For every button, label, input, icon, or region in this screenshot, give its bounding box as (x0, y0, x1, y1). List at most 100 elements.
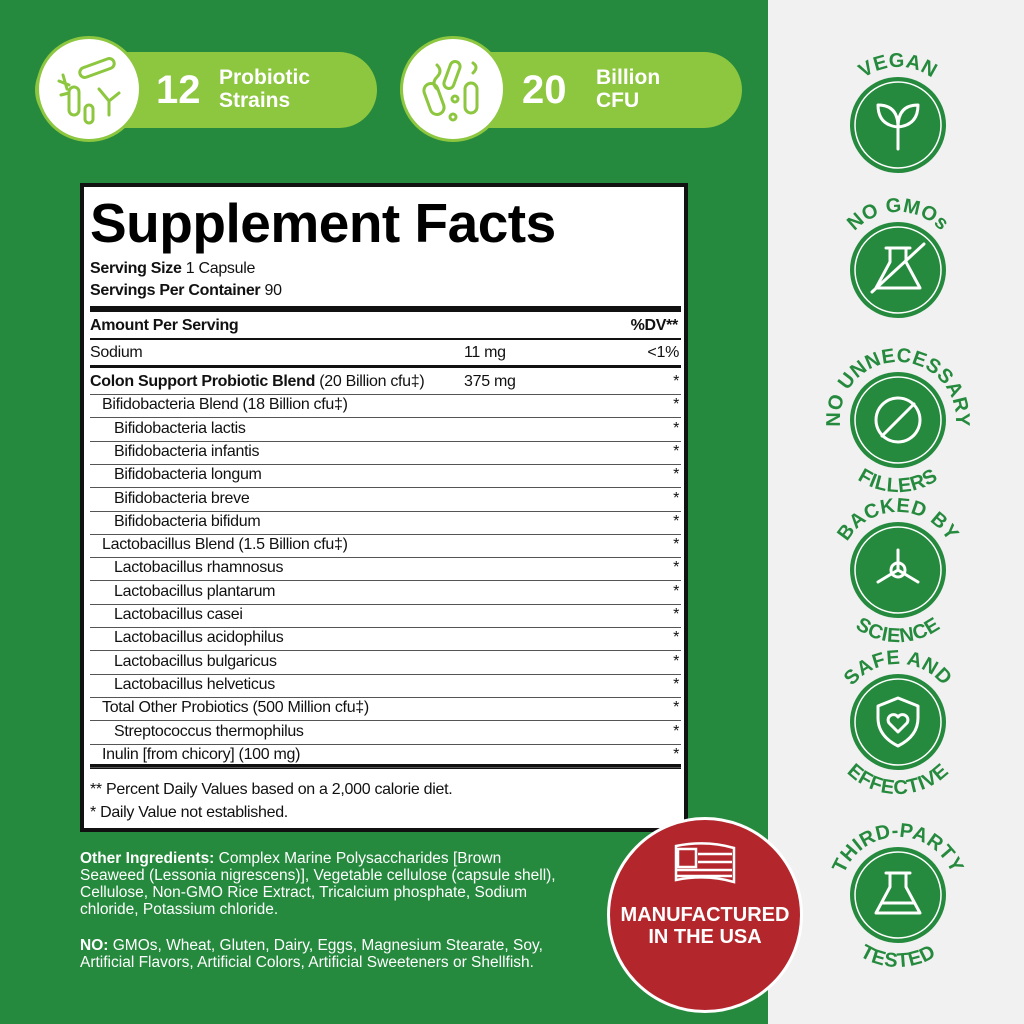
text: GMOs, Wheat, Gluten, Dairy, Eggs, Magnes… (80, 937, 543, 971)
badge-ring (854, 851, 942, 939)
amount-header: Amount Per Serving (90, 317, 239, 334)
ingredient: Lactobacillus casei (114, 606, 243, 623)
facts-row: Sodium 11 mg <1% (90, 342, 681, 368)
rule (90, 338, 681, 340)
seal-text: MANUFACTURED IN THE USA (620, 904, 790, 948)
value: 1 Capsule (185, 260, 256, 277)
badge-bottom-label: SCIENCE (852, 613, 943, 647)
label: Servings Per Container (90, 282, 261, 299)
row-name: Lactobacillus Blend (1.5 Billion cfu‡) (102, 536, 348, 554)
ingredient: Bifidobacteria Blend (18 Billion cfu‡) (102, 396, 348, 414)
row-dv: * (673, 373, 679, 390)
facts-row: Bifidobacteria lactis * (90, 418, 681, 442)
row-dv: * (673, 745, 679, 763)
row-dv: * (673, 559, 679, 577)
ingredient: Bifidobacteria breve (114, 489, 250, 507)
row-amount: 11 mg (464, 344, 506, 361)
servings: Servings Per Container 90 (90, 282, 282, 300)
ingredient-detail: (20 Billion cfu‡) (319, 373, 425, 390)
usa-seal: MANUFACTURED IN THE USA (607, 817, 803, 1013)
row-dv: * (673, 442, 679, 460)
row-dv: * (673, 675, 679, 693)
row-dv: <1% (647, 344, 679, 361)
ingredient: Lactobacillus acidophilus (114, 629, 284, 647)
facts-row: Bifidobacteria infantis * (90, 441, 681, 465)
badge-label: Billion CFU (596, 66, 661, 112)
row-name: Inulin [from chicory] (100 mg) (102, 746, 300, 764)
ingredient: Bifidobacteria bifidum (114, 512, 261, 530)
facts-row: Total Other Probiotics (500 Million cfu‡… (90, 697, 681, 722)
ingredient: Bifidobacteria infantis (114, 442, 260, 460)
badge-icon (870, 242, 926, 294)
badge-ring (854, 81, 942, 169)
row-dv: * (673, 512, 679, 530)
badge-icon (36, 36, 142, 142)
facts-row: Lactobacillus casei * (90, 604, 681, 628)
facts-row: Lactobacillus helveticus * (90, 674, 681, 698)
badge-bottom-text: FILLERS (855, 465, 942, 498)
badge-circle (850, 847, 946, 943)
flag-icon (674, 842, 736, 884)
facts-row: Lactobacillus bulgaricus * (90, 651, 681, 675)
row-name: Bifidobacteria lactis (114, 420, 246, 438)
row-dv: * (673, 606, 679, 623)
badge-icon (876, 103, 920, 151)
badge-bottom-label: FILLERS (855, 465, 941, 498)
ingredient: Lactobacillus helveticus (114, 675, 275, 693)
rule (90, 306, 681, 312)
row-name: Lactobacillus helveticus (114, 676, 275, 694)
badge-label: Probiotic Strains (219, 66, 311, 112)
facts-row: Lactobacillus Blend (1.5 Billion cfu‡) * (90, 534, 681, 559)
label: Serving Size (90, 260, 182, 277)
ingredient: Sodium (90, 344, 143, 361)
other-ingredients: Other Ingredients: Complex Marine Polysa… (80, 850, 570, 918)
ingredient: Colon Support Probiotic Blend (90, 373, 316, 390)
row-name: Colon Support Probiotic Blend (20 Billio… (90, 373, 425, 391)
facts-row: Bifidobacteria bifidum * (90, 511, 681, 535)
text: Complex Marine Polysaccharides [Brown Se… (80, 850, 556, 918)
row-name: Lactobacillus plantarum (114, 582, 276, 601)
row-name: Bifidobacteria bifidum (114, 512, 261, 531)
badge-icon (874, 396, 922, 444)
badge-ring (854, 678, 942, 766)
facts-row: Lactobacillus rhamnosus * (90, 557, 681, 582)
row-name: Sodium (90, 344, 143, 362)
badge-ring (854, 526, 942, 614)
row-dv: * (673, 629, 679, 647)
footnote: * Daily Value not established. (90, 804, 288, 821)
footnote: ** Percent Daily Values based on a 2,000… (90, 781, 453, 798)
row-name: Streptococcus thermophilus (114, 723, 304, 741)
bacteria-icon (57, 57, 121, 125)
ingredient: Lactobacillus bulgaricus (114, 652, 277, 670)
row-name: Lactobacillus rhamnosus (114, 559, 284, 577)
badge-icon (874, 871, 922, 915)
facts-row: Streptococcus thermophilus * (90, 721, 681, 745)
bacteria-icon (422, 60, 479, 122)
row-dv: * (673, 699, 679, 717)
label: Other Ingredients: (80, 850, 215, 867)
ingredient: Lactobacillus Blend (1.5 Billion cfu‡) (102, 536, 348, 554)
rule (90, 764, 681, 769)
label: NO: (80, 937, 109, 954)
row-dv: * (673, 722, 679, 740)
row-name: Lactobacillus acidophilus (114, 629, 284, 647)
ingredient: Streptococcus thermophilus (114, 722, 304, 740)
facts-row: Bifidobacteria Blend (18 Billion cfu‡) * (90, 394, 681, 419)
facts-row: Colon Support Probiotic Blend (20 Billio… (90, 371, 681, 395)
row-name: Bifidobacteria breve (114, 489, 250, 508)
badge-icon (876, 696, 920, 748)
row-name: Total Other Probiotics (500 Million cfu‡… (102, 699, 369, 717)
row-dv: * (673, 396, 679, 414)
facts-row: Inulin [from chicory] (100 mg) * (90, 744, 681, 768)
row-dv: * (673, 419, 679, 437)
ingredient: Lactobacillus plantarum (114, 582, 276, 600)
badge-ring (854, 226, 942, 314)
badge-bottom-label: TESTED (857, 941, 939, 972)
badge-icon (876, 548, 920, 584)
row-dv: * (673, 489, 679, 507)
row-dv: * (673, 536, 679, 554)
badge-circle (850, 674, 946, 770)
facts-row: Lactobacillus acidophilus * (90, 627, 681, 652)
row-name: Bifidobacteria Blend (18 Billion cfu‡) (102, 396, 348, 414)
